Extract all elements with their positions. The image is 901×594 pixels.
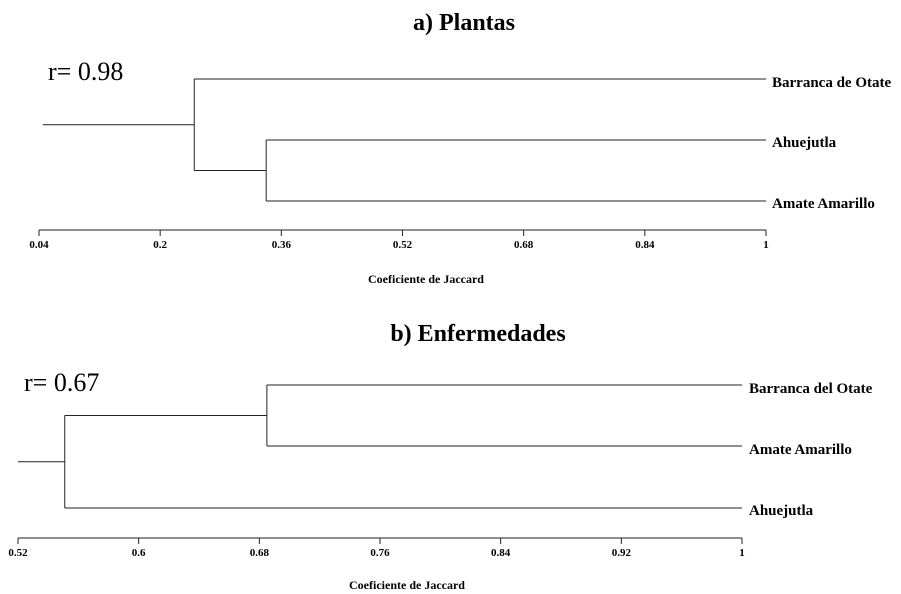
x-tick-label: 0.68	[250, 547, 270, 559]
x-tick-label: 0.52	[8, 547, 28, 559]
x-axis-title: Coeficiente de Jaccard	[349, 578, 465, 592]
x-tick-label: 0.68	[514, 239, 534, 251]
x-tick-label: 0.84	[635, 239, 655, 251]
x-tick-label: 1	[763, 239, 769, 251]
dendrogram-branches	[18, 384, 742, 509]
x-axis-title: Coeficiente de Jaccard	[368, 272, 484, 286]
x-tick-label: 0.36	[272, 239, 292, 251]
panel-enfermedades: b) Enfermedades r= 0.67 Barranca del Ota…	[8, 321, 872, 592]
leaf-label: Barranca de Otate	[772, 75, 891, 91]
panel-plantas: a) Plantas r= 0.98 Barranca de Otate Ahu…	[29, 10, 891, 286]
panel-title: b) Enfermedades	[390, 321, 565, 347]
leaf-label: Ahuejutla	[772, 135, 837, 151]
correlation-label: r= 0.98	[48, 57, 123, 86]
x-tick-label: 0.76	[370, 547, 390, 559]
x-tick-label: 0.52	[393, 239, 413, 251]
leaf-label: Amate Amarillo	[749, 442, 852, 458]
x-axis: 0.04 0.2 0.36 0.52 0.68 0.84 1	[29, 229, 769, 251]
leaf-label: Barranca del Otate	[749, 381, 873, 397]
leaf-label: Amate Amarillo	[772, 196, 875, 212]
correlation-label: r= 0.67	[24, 368, 99, 397]
dendrogram-branches	[42, 78, 766, 202]
x-tick-label: 0.84	[491, 547, 511, 559]
x-tick-label: 0.92	[612, 547, 632, 559]
x-tick-label: 0.6	[132, 547, 146, 559]
panel-title: a) Plantas	[413, 10, 515, 36]
x-axis: 0.52 0.6 0.68 0.76 0.84 0.92 1	[8, 537, 745, 559]
leaf-label: Ahuejutla	[749, 503, 814, 519]
x-tick-label: 0.2	[153, 239, 167, 251]
x-tick-label: 1	[739, 547, 745, 559]
x-tick-label: 0.04	[29, 239, 49, 251]
